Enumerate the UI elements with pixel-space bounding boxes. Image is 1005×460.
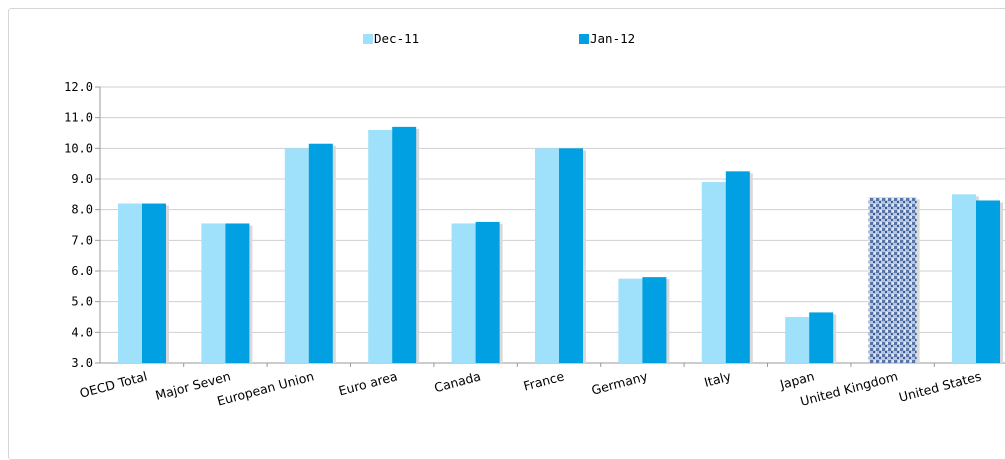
- y-tick-label: 11.0: [64, 111, 93, 125]
- bar-japan-dec-11[interactable]: [785, 317, 810, 363]
- bar-italy-jan-12[interactable]: [725, 171, 750, 363]
- bar-canada-jan-12[interactable]: [475, 221, 500, 363]
- bar-oecd-total-dec-11[interactable]: [118, 203, 142, 363]
- x-category-label: European Union: [215, 368, 315, 408]
- x-category-label: Italy: [702, 368, 733, 390]
- x-category-label: United States: [897, 368, 983, 404]
- bar-canada-dec-11[interactable]: [451, 223, 476, 363]
- y-tick-label: 7.0: [71, 233, 93, 247]
- bar-united-states-dec-11[interactable]: [952, 194, 976, 363]
- bar-germany-jan-12[interactable]: [642, 277, 667, 363]
- x-category-label: OECD Total: [78, 368, 149, 400]
- bar-united-kingdom-jan-12[interactable]: [892, 197, 917, 363]
- legend-label-1: Dec-11: [374, 31, 419, 46]
- y-tick-label: 6.0: [71, 264, 93, 278]
- y-tick-label: 5.0: [71, 295, 93, 309]
- y-tick-label: 8.0: [71, 203, 93, 217]
- legend: Dec-11 Jan-12: [363, 31, 635, 46]
- y-axis: 3.0 4.0 5.0 6.0 7.0 8.0 9.0 10.0 11.0 12.0: [64, 80, 101, 370]
- y-tick-label: 12.0: [64, 80, 93, 94]
- y-tick-label: 3.0: [71, 356, 93, 370]
- x-category-label: Euro area: [337, 368, 399, 398]
- y-tick-label: 4.0: [71, 325, 93, 339]
- y-tick-label: 10.0: [64, 141, 93, 155]
- x-category-label: Canada: [433, 368, 483, 395]
- bar-oecd-total-jan-12[interactable]: [142, 203, 166, 363]
- bar-united-states-jan-12[interactable]: [976, 200, 1000, 363]
- bar-euro-area-dec-11[interactable]: [368, 129, 393, 363]
- bar-italy-dec-11[interactable]: [701, 182, 726, 363]
- legend-label-2: Jan-12: [590, 31, 635, 46]
- chart-frame: [8, 8, 1005, 460]
- bar-major-seven-jan-12[interactable]: [225, 223, 250, 363]
- bar-european-union-jan-12[interactable]: [308, 143, 333, 363]
- bar-major-seven-dec-11[interactable]: [201, 223, 226, 363]
- bar-united-kingdom-dec-11[interactable]: [868, 197, 893, 363]
- x-category-label: Japan: [777, 368, 816, 392]
- y-tick-label: 9.0: [71, 172, 93, 186]
- bars-group: [118, 126, 1003, 367]
- x-category-label: Germany: [590, 368, 650, 398]
- bar-france-dec-11[interactable]: [535, 148, 559, 363]
- legend-swatch-1: [363, 34, 373, 44]
- bar-france-jan-12[interactable]: [559, 148, 583, 363]
- bar-germany-dec-11[interactable]: [618, 278, 643, 363]
- bar-euro-area-jan-12[interactable]: [392, 126, 417, 363]
- x-category-label: France: [522, 368, 566, 393]
- legend-swatch-2: [579, 34, 589, 44]
- bar-japan-jan-12[interactable]: [809, 312, 834, 363]
- bar-european-union-dec-11[interactable]: [284, 148, 309, 363]
